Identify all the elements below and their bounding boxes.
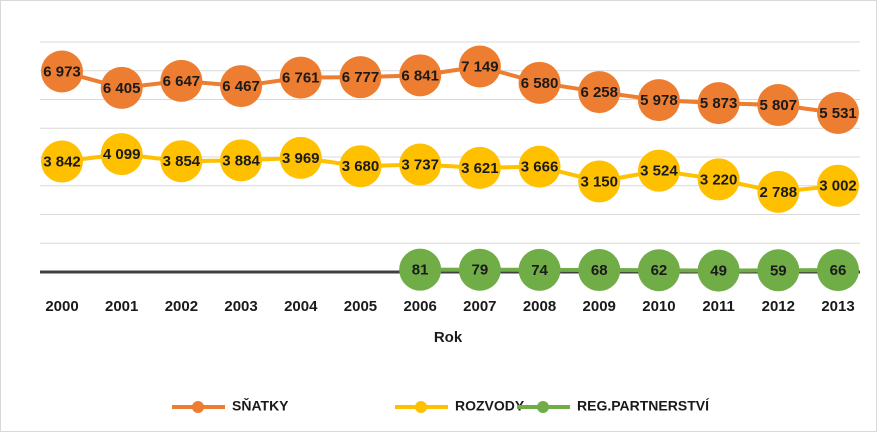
data-point (817, 91, 859, 134)
data-label: 6 405 (103, 80, 141, 97)
data-point (757, 170, 800, 213)
x-tick-label: 2006 (403, 298, 436, 315)
x-axis-label: Rok (434, 329, 463, 346)
data-label: 2 788 (760, 184, 798, 201)
data-label: 74 (531, 262, 548, 279)
x-tick-label: 2011 (702, 298, 735, 315)
data-point (578, 160, 621, 203)
data-point (279, 136, 322, 179)
legend-label: REG.PARTNERSTVÍ (577, 398, 710, 414)
data-point (458, 45, 501, 88)
x-tick-label: 2004 (284, 298, 318, 315)
data-label: 62 (651, 262, 668, 279)
legend-label: ROZVODY (455, 398, 525, 414)
data-point (220, 65, 263, 108)
data-point (697, 82, 740, 125)
data-point (697, 158, 740, 201)
data-label: 5 978 (640, 92, 678, 109)
data-point (399, 143, 442, 186)
data-label: 6 580 (521, 75, 559, 92)
data-point (220, 139, 263, 182)
data-label: 3 150 (580, 173, 618, 190)
data-label: 6 761 (282, 70, 320, 87)
data-point (578, 71, 621, 114)
data-point (637, 149, 680, 192)
data-point (757, 249, 800, 292)
data-label: 3 884 (222, 152, 260, 169)
data-label: 6 467 (222, 78, 260, 95)
data-label: 3 969 (282, 150, 320, 167)
data-label: 6 258 (580, 84, 618, 101)
data-point (817, 164, 859, 207)
data-point (518, 248, 561, 291)
data-label: 3 002 (819, 178, 857, 195)
data-label: 3 737 (401, 157, 439, 174)
data-label: 59 (770, 262, 787, 279)
x-tick-label: 2007 (463, 298, 496, 315)
x-tick-label: 2012 (762, 298, 795, 315)
data-label: 5 807 (760, 97, 798, 114)
data-point (578, 249, 621, 292)
data-label: 5 873 (700, 95, 738, 112)
data-point (100, 133, 143, 176)
data-label: 68 (591, 262, 608, 279)
data-point (160, 59, 203, 102)
data-label: 7 149 (461, 58, 499, 75)
data-point (697, 249, 740, 292)
data-point (637, 79, 680, 122)
data-point (160, 140, 203, 183)
data-label: 3 842 (43, 154, 81, 171)
x-tick-label: 2008 (523, 298, 556, 315)
data-label: 3 680 (342, 158, 380, 175)
data-point (757, 84, 800, 127)
data-point (458, 146, 501, 189)
x-tick-label: 2013 (821, 298, 854, 315)
data-point (339, 145, 382, 188)
x-tick-label: 2003 (224, 298, 257, 315)
data-label: 3 666 (521, 159, 559, 176)
data-label: 6 841 (401, 67, 439, 84)
data-point (399, 54, 442, 97)
legend-marker (192, 401, 204, 413)
data-point (399, 248, 442, 291)
legend-marker (415, 401, 427, 413)
x-tick-label: 2001 (105, 298, 138, 315)
data-label: 3 524 (640, 163, 678, 180)
x-tick-label: 2002 (165, 298, 198, 315)
data-point (518, 61, 561, 104)
data-label: 49 (710, 263, 727, 280)
legend-marker (537, 401, 549, 413)
data-point (817, 249, 859, 292)
data-point (41, 50, 83, 93)
data-label: 3 621 (461, 160, 499, 177)
data-label: 81 (412, 262, 429, 279)
x-tick-label: 2005 (344, 298, 377, 315)
data-point (41, 140, 83, 183)
x-tick-label: 2009 (583, 298, 616, 315)
data-point (458, 248, 501, 291)
data-label: 3 854 (163, 153, 201, 170)
data-label: 6 973 (43, 63, 81, 80)
x-tick-label: 2000 (45, 298, 78, 315)
data-point (339, 56, 382, 99)
data-label: 66 (830, 262, 847, 279)
legend-label: SŇATKY (232, 397, 289, 414)
data-label: 6 647 (163, 73, 201, 90)
data-point (279, 56, 322, 99)
data-label: 3 220 (700, 171, 738, 188)
data-point (100, 66, 143, 109)
data-label: 79 (472, 262, 489, 279)
data-label: 5 531 (819, 105, 857, 122)
data-label: 4 099 (103, 146, 141, 163)
data-point (637, 249, 680, 292)
data-point (518, 145, 561, 188)
x-tick-label: 2010 (642, 298, 675, 315)
data-label: 6 777 (342, 69, 380, 86)
